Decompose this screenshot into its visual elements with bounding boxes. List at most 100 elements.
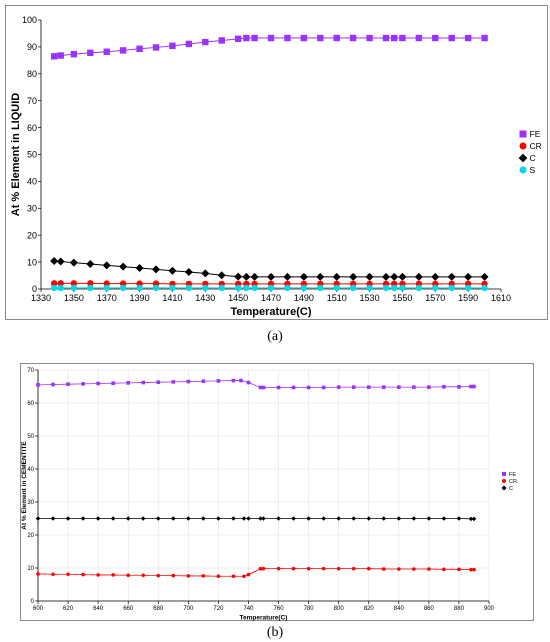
data-point-fe — [381, 385, 386, 389]
caption-a: (a) — [267, 329, 283, 344]
data-point-c — [332, 272, 341, 281]
y-tick-label: 20 — [27, 533, 34, 539]
data-point-s — [481, 284, 488, 292]
legend-marker-s — [519, 166, 527, 174]
x-tick-label: 880 — [454, 606, 465, 612]
data-point-fe — [469, 384, 473, 389]
data-point-cr — [321, 566, 326, 571]
data-point-cr — [442, 567, 446, 572]
data-point-cr — [171, 573, 176, 578]
data-point-cr — [261, 566, 266, 571]
data-point-fe — [448, 34, 455, 42]
data-point-fe — [391, 34, 398, 42]
data-point-c — [242, 272, 251, 281]
y-tick-label: 10 — [27, 257, 37, 267]
data-point-cr — [291, 566, 296, 571]
data-point-c — [480, 272, 489, 281]
series-s — [50, 284, 488, 292]
data-point-fe — [457, 385, 461, 389]
data-point-c — [336, 516, 341, 521]
y-tick-label: 10 — [27, 566, 34, 572]
data-point-s — [87, 284, 94, 292]
data-point-fe — [169, 42, 176, 50]
data-point-cr — [186, 574, 191, 578]
y-tick-label: 30 — [27, 500, 34, 506]
data-point-fe — [51, 382, 55, 387]
data-point-cr — [201, 574, 206, 578]
x-tick-label: 860 — [424, 606, 435, 612]
data-point-s — [243, 284, 250, 292]
data-point-fe — [231, 378, 236, 383]
data-point-s — [70, 284, 78, 292]
data-point-fe — [111, 381, 115, 385]
data-point-fe — [366, 385, 371, 389]
data-point-fe — [202, 38, 209, 46]
chart-cementite: 600 620 640 660 680 700 720 740 760 780 800 820 840 8… — [21, 368, 517, 621]
data-point-c — [321, 516, 326, 521]
data-point-s — [119, 284, 127, 292]
x-tick-label: 1350 — [64, 293, 84, 303]
x-tick-label: 1470 — [261, 293, 281, 303]
data-point-c — [366, 516, 371, 521]
data-point-c — [306, 516, 311, 521]
y-axis-label: At % Element in CEMENTITE — [21, 441, 28, 530]
data-point-c — [234, 272, 243, 281]
data-point-fe — [126, 381, 130, 385]
x-tick-label: 1410 — [162, 293, 182, 303]
data-point-s — [152, 284, 160, 292]
data-point-c — [365, 272, 374, 281]
x-tick-label: 700 — [183, 606, 194, 612]
x-tick-label: 620 — [63, 606, 74, 612]
legend-marker-c — [518, 153, 528, 163]
data-point-s — [415, 284, 423, 292]
y-tick-label: 40 — [27, 177, 37, 187]
data-point-fe — [397, 385, 401, 389]
x-tick-label: 600 — [33, 606, 44, 612]
data-point-c — [414, 272, 423, 281]
data-point-fe — [96, 381, 100, 386]
y-tick-label: 60 — [27, 401, 34, 407]
legend-marker-fe — [519, 130, 527, 138]
data-point-fe — [50, 53, 58, 60]
caption-b: (b) — [266, 625, 284, 640]
x-tick-label: 900 — [484, 606, 495, 612]
series-cr — [36, 566, 476, 579]
data-point-cr — [216, 574, 221, 579]
series-line-fe — [37, 380, 474, 388]
data-point-c — [80, 516, 86, 521]
y-tick-label: 20 — [27, 230, 37, 240]
data-point-fe — [87, 49, 94, 57]
legend-label-c: C — [509, 486, 513, 492]
data-point-s — [185, 284, 193, 292]
data-point-c — [291, 516, 296, 521]
data-point-fe — [427, 385, 431, 389]
y-tick-label: 70 — [27, 96, 37, 106]
series-fe — [50, 34, 488, 60]
data-point-c — [102, 261, 111, 270]
data-point-s — [399, 284, 406, 292]
data-point-c — [50, 257, 59, 266]
data-point-fe — [119, 47, 127, 54]
data-point-c — [351, 516, 356, 521]
data-point-fe — [321, 385, 326, 390]
data-point-c — [283, 272, 292, 281]
data-point-fe — [243, 34, 250, 42]
data-point-cr — [141, 573, 146, 578]
data-point-fe — [382, 34, 390, 42]
data-point-fe — [300, 34, 308, 42]
y-tick-label: 30 — [27, 203, 37, 213]
x-tick-label: 1530 — [360, 293, 380, 303]
data-point-c — [125, 516, 131, 521]
x-tick-label: 1430 — [195, 293, 215, 303]
data-point-c — [431, 272, 440, 281]
y-tick-label: 50 — [27, 434, 34, 440]
data-point-s — [349, 284, 357, 292]
data-point-fe — [284, 34, 291, 42]
data-point-fe — [216, 379, 221, 383]
data-point-c — [119, 262, 128, 271]
data-point-c — [35, 516, 41, 521]
y-tick-label: 0 — [32, 284, 37, 294]
chart-liquid: 1330 1350 1370 1390 1410 1430 1450 1470 1490 1510… — [10, 15, 542, 318]
data-point-c — [216, 516, 221, 521]
x-tick-label: 1330 — [31, 293, 51, 303]
